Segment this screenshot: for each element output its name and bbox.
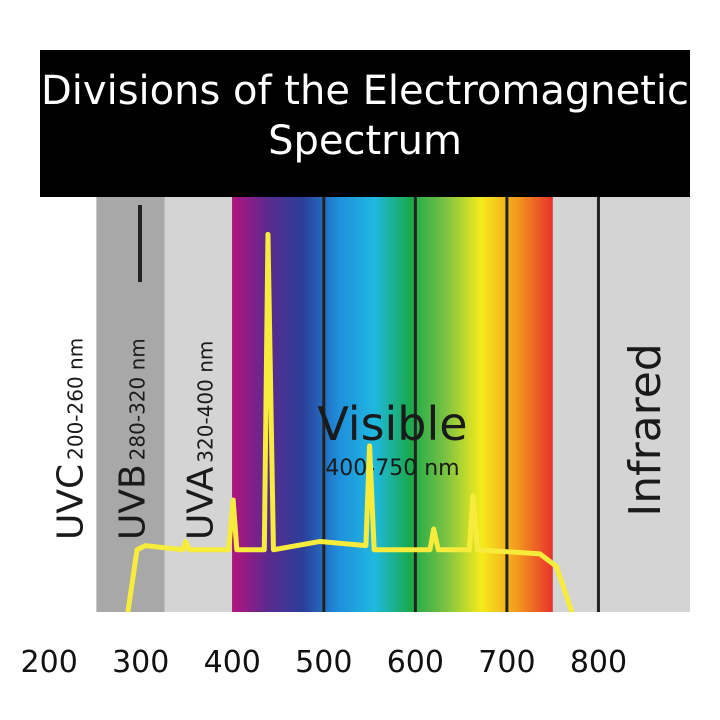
x-tick-label: 400 <box>204 645 261 680</box>
band-text: UVB 280-320 nm <box>113 338 154 540</box>
band <box>232 197 553 612</box>
band-text: UVA 320-400 nm <box>180 341 221 540</box>
band <box>552 197 599 612</box>
band-range: 280-320 nm <box>126 338 150 460</box>
band <box>598 197 690 612</box>
band-label: UVB <box>113 464 154 540</box>
band-label: UVA <box>180 466 221 540</box>
x-tick-label: 300 <box>112 645 169 680</box>
band-label: Infrared <box>620 343 671 517</box>
x-tick-label: 200 <box>21 645 78 680</box>
band-range: 400-750 nm <box>325 456 459 481</box>
x-tick-label: 500 <box>295 645 352 680</box>
band <box>164 197 233 612</box>
band <box>96 197 165 612</box>
band-text: UVC 200-260 nm <box>50 338 91 540</box>
band-range: 200-260 nm <box>63 338 87 460</box>
spectrum-line <box>125 231 575 613</box>
band-label: UVC <box>50 464 91 540</box>
band-range: 320-400 nm <box>193 341 217 463</box>
chart-title: Divisions of the Electromagnetic Spectru… <box>41 68 689 164</box>
band <box>40 197 97 612</box>
x-tick-label: 700 <box>478 645 535 680</box>
band-label: Visible <box>317 397 467 451</box>
x-tick-label: 800 <box>570 645 627 680</box>
x-tick-label: 600 <box>387 645 444 680</box>
